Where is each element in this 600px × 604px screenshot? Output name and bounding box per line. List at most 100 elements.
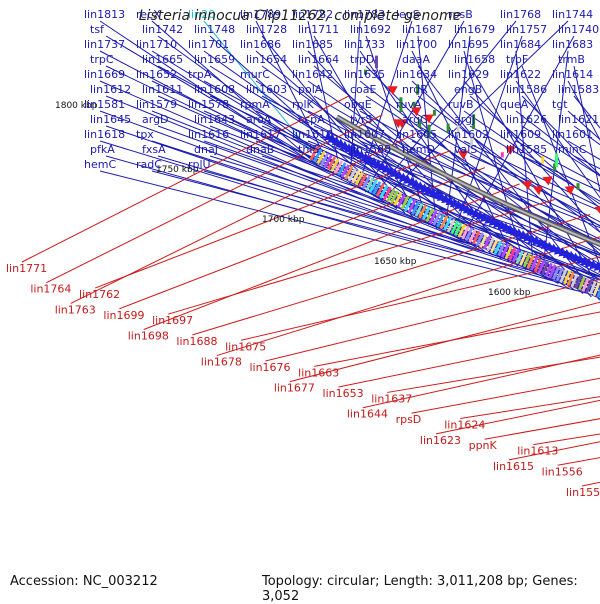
reverse-gene-label: lin1613	[517, 445, 558, 458]
forward-gene-label: lin1634	[396, 68, 437, 81]
forward-gene-label: lin1629	[448, 68, 489, 81]
forward-gene-label: argD	[142, 113, 169, 126]
forward-gene-label: radC	[136, 158, 162, 171]
forward-gene-label: lin1614	[552, 68, 593, 81]
forward-gene-label: minC	[558, 143, 587, 156]
forward-gene-label: ruvA	[396, 98, 422, 111]
forward-gene-label: lin1602	[448, 128, 489, 141]
forward-gene-label: hemD	[402, 143, 435, 156]
forward-gene-label: lin1684	[500, 38, 541, 51]
inner-feature	[375, 56, 378, 69]
forward-gene-label: lin1612	[90, 83, 131, 96]
forward-gene-label: rplK	[292, 98, 315, 111]
forward-gene-label: trpD	[350, 53, 374, 66]
forward-gene-label: engB	[454, 83, 482, 96]
forward-gene-label: ccpA	[298, 113, 325, 126]
reverse-gene-arrow	[542, 176, 552, 185]
forward-gene-label: lin1686	[240, 38, 281, 51]
forward-gene-label: lin1679	[454, 23, 495, 36]
forward-gene-label: lin1607	[344, 128, 385, 141]
forward-gene-label: lin1585	[506, 143, 547, 156]
kbp-scale-label: 1700 kbp	[262, 215, 305, 225]
forward-gene-label: daaA	[402, 53, 430, 66]
reverse-gene-label: lin1699	[103, 309, 144, 322]
forward-gene-label: lin1616	[188, 128, 229, 141]
reverse-gene-label: lin1697	[152, 314, 193, 327]
forward-gene-label: obgE	[344, 98, 372, 111]
forward-gene-label: lin1622	[500, 68, 541, 81]
forward-gene-label: argC	[402, 113, 428, 126]
forward-gene-label: lin1609	[500, 128, 541, 141]
forward-gene-label: lin1748	[194, 23, 235, 36]
forward-gene-label: valS	[454, 143, 477, 156]
forward-gene-label: lin1695	[448, 38, 489, 51]
forward-gene-label: lin1740	[558, 23, 599, 36]
forward-gene-label: lin1742	[142, 23, 183, 36]
reverse-gene-label: lin1698	[128, 329, 169, 342]
forward-gene-label: lin1692	[350, 23, 391, 36]
forward-gene-label: lin1665	[142, 53, 183, 66]
forward-gene-label: lin1603	[246, 83, 287, 96]
forward-gene-label: lin1578	[188, 98, 229, 111]
forward-gene-label: dnaB	[246, 143, 274, 156]
reverse-leader-line	[485, 342, 600, 440]
forward-gene-label: hemC	[84, 158, 116, 171]
forward-gene-label: queA	[500, 98, 529, 111]
forward-gene-label: tyrS	[350, 113, 372, 126]
forward-gene-label: lin1605	[396, 128, 437, 141]
reverse-leader-line	[314, 280, 600, 367]
forward-gene-label: lin1645	[90, 113, 131, 126]
forward-gene-label: lin1608	[194, 83, 235, 96]
reverse-gene-label: lin1762	[79, 288, 120, 301]
forward-gene-label: lin1733	[344, 38, 385, 51]
forward-gene-label: lin1659	[194, 53, 235, 66]
forward-gene-label: nrdR	[402, 83, 428, 96]
forward-gene-label: murC	[240, 68, 270, 81]
forward-gene-label: lin1700	[396, 38, 437, 51]
kbp-scale-label: 1650 kbp	[374, 257, 417, 267]
forward-gene-label: argJ	[454, 113, 475, 126]
forward-gene-label: lin1626	[506, 113, 547, 126]
forward-gene-label: lin1683	[552, 38, 593, 51]
forward-gene-label: rpmA	[240, 98, 270, 111]
reverse-gene-label: lin1678	[201, 356, 242, 369]
reverse-gene-label: rpsD	[396, 413, 422, 426]
page-title: Listeria innocua Clip11262, complete gen…	[0, 8, 600, 24]
inner-feature	[541, 156, 544, 164]
forward-gene-label: tgt	[552, 98, 568, 111]
forward-gene-label: fxsA	[142, 143, 166, 156]
forward-gene-label: lin1618	[84, 128, 125, 141]
forward-gene-label: coaE	[350, 83, 377, 96]
forward-gene-label: trpA	[188, 68, 212, 81]
reverse-gene-label: lin1675	[225, 340, 266, 353]
forward-gene-label: lin1635	[344, 68, 385, 81]
reverse-gene-label: ppnK	[469, 439, 498, 452]
reverse-gene-label: lin1764	[30, 283, 71, 296]
reverse-gene-label: lin1637	[371, 392, 412, 405]
forward-leader-line	[366, 156, 600, 430]
forward-gene-label: lin1610	[292, 128, 333, 141]
forward-gene-label: lin1617	[240, 128, 281, 141]
forward-gene-label: lin1642	[292, 68, 333, 81]
forward-gene-label: lin1601	[552, 128, 593, 141]
reverse-gene-label: lin1663	[298, 366, 339, 379]
forward-gene-label: tpx	[136, 128, 154, 141]
forward-gene-label: lin1658	[454, 53, 495, 66]
forward-gene-label: trpF	[506, 53, 528, 66]
inner-feature	[577, 183, 580, 190]
forward-gene-label: lin1710	[136, 38, 177, 51]
reverse-gene-label: lin1644	[347, 408, 388, 421]
reverse-gene-label: lin1688	[176, 335, 217, 348]
kbp-scale-label: 1600 kbp	[488, 288, 531, 298]
forward-gene-label: polA	[298, 83, 323, 96]
reverse-gene-label: lin1624	[444, 419, 485, 432]
forward-gene-label: lin1728	[246, 23, 287, 36]
forward-gene-label: lin1685	[292, 38, 333, 51]
forward-gene-label: rplU	[188, 158, 211, 171]
reverse-gene-label: lin1553	[566, 486, 600, 499]
forward-gene-label: lin1611	[142, 83, 183, 96]
forward-gene-label: pfkA	[90, 143, 115, 156]
forward-gene-label: lin1737	[84, 38, 125, 51]
forward-gene-label: thiS	[298, 143, 319, 156]
